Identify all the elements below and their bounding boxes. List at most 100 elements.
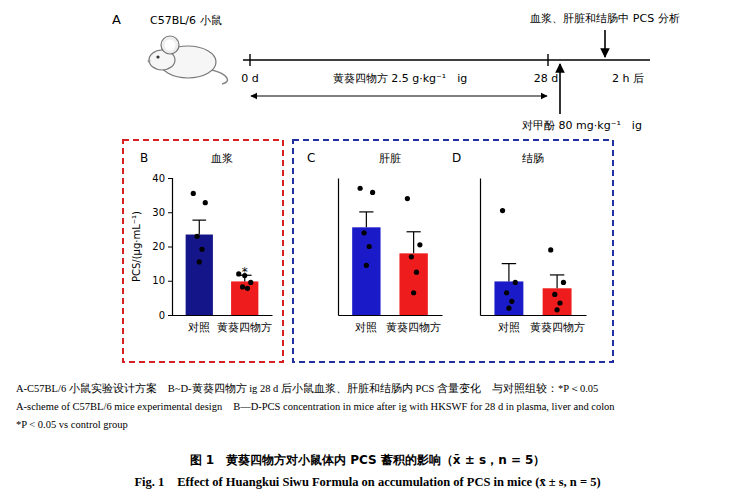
x-tick: 黄葵四物方 [217, 321, 272, 334]
data-point [417, 242, 422, 247]
data-point [199, 247, 204, 252]
x-tick: 对照 [498, 321, 520, 334]
x-axis: 对照黄葵四物方 [173, 316, 273, 334]
y-tick: 20 [152, 241, 172, 252]
data-point [367, 244, 372, 249]
panel-letter: D [452, 151, 461, 165]
treatment-label: 黄葵四物方 2.5 g·kg⁻¹ ig [333, 72, 468, 85]
subject-label: C57BL/6 小鼠 [150, 14, 222, 27]
error-bar-stem [366, 212, 367, 227]
x-tick-label: 黄葵四物方 [217, 321, 272, 334]
y-tick: 10 [152, 275, 172, 286]
error-bar-cap [502, 263, 516, 264]
data-point [554, 307, 559, 312]
data-point [361, 230, 366, 235]
y-tick-label: 20 [152, 241, 165, 252]
x-axis: 对照黄葵四物方 [339, 316, 443, 334]
y-tick-mark [168, 212, 172, 213]
data-point [561, 280, 566, 285]
x-tick: 对照 [188, 321, 210, 334]
time-label: 2 h 后 [612, 72, 644, 85]
y-tick-mark [168, 178, 172, 179]
y-axis-title: PCS/(μg·mL⁻¹) [131, 211, 142, 282]
error-bar [502, 264, 516, 282]
bar [231, 281, 258, 315]
scheme: A C57BL/6 小鼠 0 d 黄葵四物方 2.5 g·kg⁻¹ ig 28 d 2 h… [112, 12, 680, 132]
y-axis [338, 179, 339, 316]
mouse-icon [148, 36, 228, 84]
data-point [548, 247, 553, 252]
y-tick-mark [168, 281, 172, 282]
x-tick-label: 黄葵四物方 [530, 321, 585, 334]
data-point [240, 284, 245, 289]
data-point [194, 234, 199, 239]
panel-frame [123, 140, 283, 362]
chart: D 结肠对照黄葵四物方 [452, 151, 587, 334]
chart-title: 肝脏 [379, 152, 401, 165]
error-bar-stem [413, 232, 414, 254]
x-axis-line [173, 315, 273, 316]
y-axis: 0 10 20 30 40 [152, 173, 172, 321]
error-bar [192, 220, 206, 234]
y-tick-mark [168, 315, 172, 316]
time-label: 28 d [534, 72, 558, 85]
data-point [197, 259, 202, 264]
challenge-label: 对甲酚 80 mg·kg⁻¹ ig [522, 119, 642, 132]
chart-title: 结肠 [522, 152, 544, 165]
time-label: 0 d [241, 72, 258, 85]
marks [494, 208, 571, 315]
data-point [364, 263, 369, 268]
analysis-label: 血浆、肝脏和结肠中 PCS 分析 [530, 12, 679, 25]
x-axis-line [339, 315, 443, 316]
y-tick-label: 10 [152, 275, 165, 286]
panel-letter: B [140, 151, 148, 165]
timeline [243, 30, 650, 114]
bar [352, 227, 380, 315]
error-bar-stem [199, 220, 200, 234]
panel-letter: C [307, 151, 315, 165]
error-bar-cap [550, 274, 564, 275]
bar [399, 253, 427, 315]
x-tick-label: 对照 [188, 321, 210, 334]
data-point [411, 290, 416, 295]
data-point [414, 270, 419, 275]
figure-title: 图 1 黄葵四物方对小鼠体内 PCS 蓄积的影响（x̄ ± s，n = 5） [190, 453, 546, 467]
x-axis-line [481, 315, 587, 316]
caption: A-C57BL/6 小鼠实验设计方案 B~D-黄葵四物方 ig 28 d 后小鼠… [16, 382, 615, 489]
error-bar [359, 212, 373, 227]
caption-line: A-scheme of C57BL/6 mice experimental de… [16, 401, 615, 412]
data-point [409, 254, 414, 259]
y-tick: 40 [152, 173, 172, 184]
significance-mark: * [242, 265, 248, 279]
bar [186, 235, 213, 315]
y-axis [480, 179, 481, 316]
x-tick-label: 对照 [498, 321, 520, 334]
marks [352, 186, 428, 315]
y-tick-mark [168, 247, 172, 248]
data-point [509, 299, 514, 304]
data-point [370, 190, 375, 195]
error-bar-stem [556, 275, 557, 288]
data-point [191, 191, 196, 196]
marks [186, 191, 259, 315]
data-point [500, 208, 505, 213]
data-point [506, 306, 511, 311]
panel-frame [293, 140, 613, 362]
data-point [358, 186, 363, 191]
y-axis-line [338, 179, 339, 316]
y-tick: 0 [159, 310, 172, 321]
x-axis: 对照黄葵四物方 [481, 316, 587, 334]
y-axis-line [480, 179, 481, 316]
data-point [236, 271, 241, 276]
x-tick: 对照 [355, 321, 377, 334]
chart-title: 血浆 [211, 152, 233, 165]
data-point [557, 300, 562, 305]
bar [494, 281, 523, 315]
y-tick-label: 30 [152, 207, 165, 218]
error-bar-cap [407, 231, 421, 232]
error-bar-cap [359, 211, 373, 212]
data-point [248, 280, 253, 285]
panel-letter: A [112, 12, 121, 27]
y-tick-label: 0 [159, 310, 165, 321]
x-tick-label: 黄葵四物方 [386, 321, 441, 334]
